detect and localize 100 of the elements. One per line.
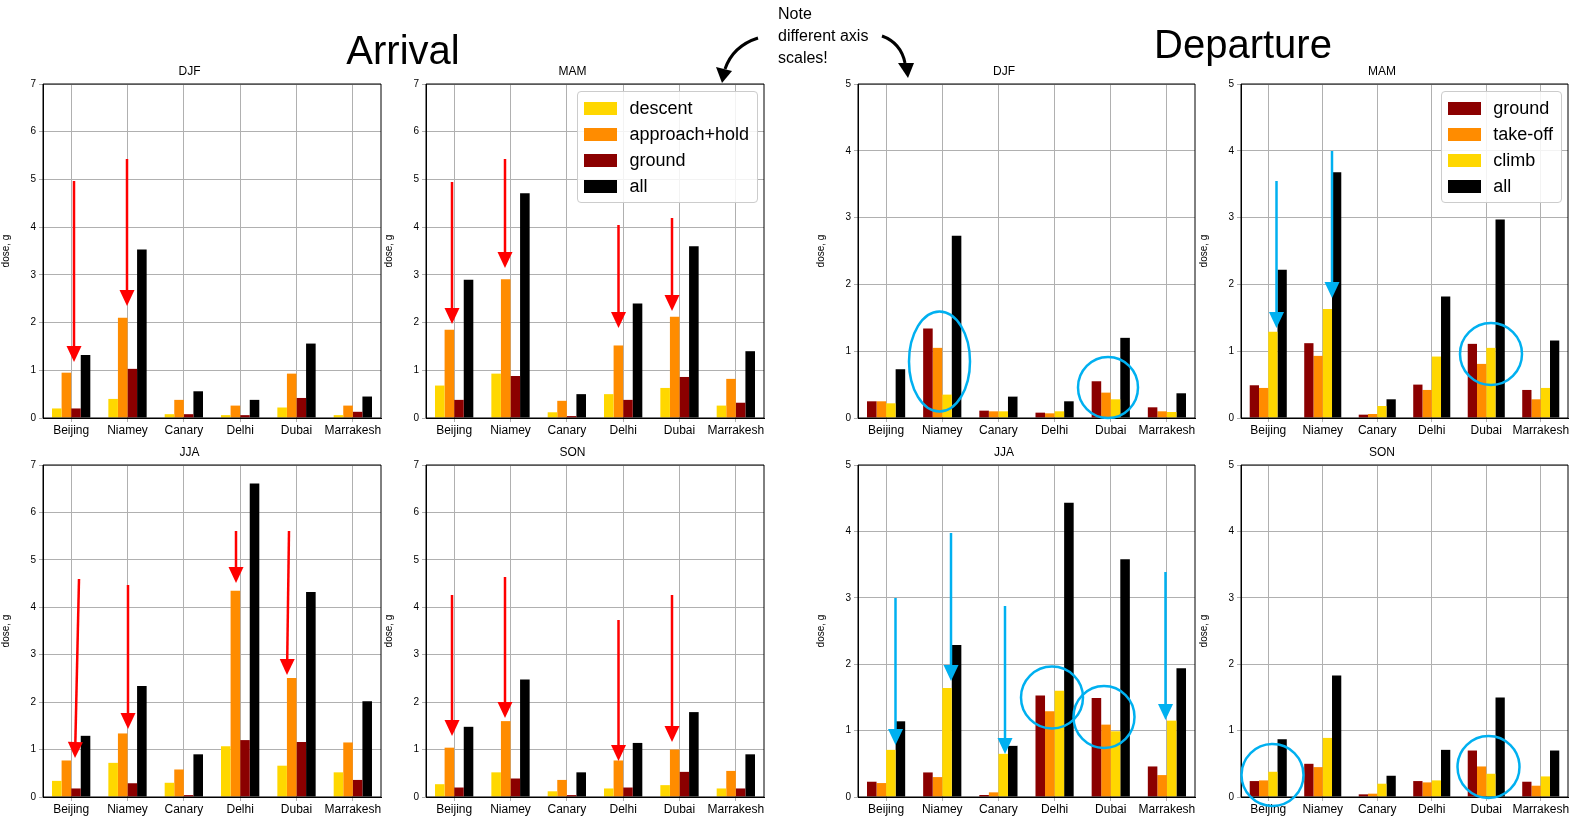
y-tick-label: 4 [1228, 525, 1235, 537]
x-tick-label: Niamey [1302, 422, 1344, 437]
x-tick-label: Canary [547, 422, 587, 437]
y-tick-label: 1 [845, 724, 852, 736]
y-tick-label: 3 [413, 648, 420, 660]
x-tick-label: Delhi [1040, 801, 1069, 816]
x-tick-label: Canary [547, 801, 587, 816]
y-tick-label: 1 [1228, 344, 1235, 356]
x-tick-label: Marrakesh [1512, 801, 1570, 816]
x-tick-label: Dubai [1470, 422, 1502, 437]
x-tick-label: Dubai [1095, 422, 1127, 437]
y-tick-label: 5 [845, 458, 852, 470]
chart-title: JJA [993, 444, 1015, 459]
y-tick-label: 3 [30, 268, 37, 280]
text: Arrival [345, 28, 461, 72]
x-tick-label: Delhi [1418, 422, 1446, 437]
y-tick-label: 6 [30, 125, 37, 137]
y-tick-label: 7 [30, 458, 37, 470]
y-axis-title: dose, g [382, 234, 394, 268]
legend-label: take-off [1493, 123, 1553, 145]
y-tick-label: 5 [30, 553, 37, 565]
y-tick-label: 3 [413, 268, 420, 280]
x-tick-label: Dubai [280, 422, 313, 437]
y-tick-label: 4 [1228, 144, 1235, 156]
x-tick-label: Marrakesh [324, 801, 382, 816]
y-tick-label: 0 [30, 411, 37, 423]
chart-title: MAM [1368, 63, 1396, 78]
y-tick-label: 4 [30, 601, 37, 613]
chart-title: JJA [179, 444, 200, 459]
y-tick-label: 4 [30, 220, 37, 232]
x-tick-label: Delhi [226, 422, 254, 437]
x-tick-label: Beijing [868, 801, 905, 816]
y-tick-label: 5 [413, 173, 420, 185]
legend-label: approach+hold [629, 123, 749, 145]
legend-label: all [629, 175, 648, 197]
y-tick-label: 1 [413, 364, 420, 376]
y-tick-label: 0 [845, 790, 852, 802]
legend-label: descent [629, 97, 693, 119]
y-tick-label: 2 [30, 695, 37, 707]
legend-label: ground [629, 149, 686, 171]
x-tick-label: Delhi [1418, 801, 1446, 816]
y-tick-label: 5 [1228, 77, 1235, 89]
x-tick-label: Beijing [436, 801, 473, 816]
x-tick-label: Niamey [490, 422, 531, 437]
y-tick-label: 4 [413, 220, 420, 232]
y-axis-title: dose, g [1197, 614, 1209, 648]
y-tick-label: 2 [413, 316, 420, 328]
y-tick-label: 5 [1228, 458, 1235, 470]
y-axis-title: dose, g [0, 614, 11, 648]
y-tick-label: 0 [413, 411, 420, 423]
y-tick-label: 2 [413, 695, 420, 707]
y-tick-label: 1 [1228, 724, 1235, 736]
y-tick-label: 6 [413, 125, 420, 137]
y-axis-title: dose, g [382, 614, 394, 648]
x-tick-label: Beijing [1250, 422, 1287, 437]
y-tick-label: 1 [30, 364, 37, 376]
chart-title: SON [1368, 444, 1396, 459]
x-tick-label: Dubai [663, 801, 696, 816]
y-tick-label: 2 [845, 278, 852, 290]
y-tick-label: 3 [845, 591, 852, 603]
x-tick-label: Niamey [1302, 801, 1344, 816]
y-tick-label: 1 [845, 344, 852, 356]
y-tick-label: 6 [413, 506, 420, 518]
y-tick-label: 2 [1228, 278, 1235, 290]
y-axis-title: dose, g [814, 614, 826, 648]
x-tick-label: Dubai [1470, 801, 1502, 816]
y-tick-label: 5 [413, 553, 420, 565]
y-tick-label: 1 [30, 743, 37, 755]
x-tick-label: Niamey [490, 801, 531, 816]
x-tick-label: Delhi [609, 801, 637, 816]
y-tick-label: 7 [413, 458, 420, 470]
y-tick-label: 4 [845, 144, 852, 156]
text: Note different axis scales! [778, 4, 870, 68]
y-tick-label: 0 [413, 790, 420, 802]
y-tick-label: 7 [413, 77, 420, 89]
x-tick-label: Beijing [436, 422, 473, 437]
x-tick-label: Marrakesh [707, 801, 765, 816]
x-tick-label: Marrakesh [1512, 422, 1570, 437]
legend-label: all [1493, 175, 1512, 197]
y-tick-label: 1 [413, 743, 420, 755]
y-tick-label: 0 [1228, 411, 1235, 423]
x-tick-label: Marrakesh [1138, 422, 1196, 437]
x-tick-label: Canary [979, 801, 1018, 816]
x-tick-label: Dubai [280, 801, 313, 816]
y-tick-label: 3 [1228, 591, 1235, 603]
chart-title: MAM [558, 63, 587, 78]
y-axis-title: dose, g [0, 234, 11, 268]
x-tick-label: Canary [1357, 801, 1397, 816]
y-axis-title: dose, g [814, 234, 826, 268]
y-tick-label: 2 [845, 657, 852, 669]
y-tick-label: 3 [845, 211, 852, 223]
y-tick-label: 2 [1228, 657, 1235, 669]
x-tick-label: Dubai [1095, 801, 1127, 816]
x-tick-label: Marrakesh [324, 422, 382, 437]
y-tick-label: 0 [1228, 790, 1235, 802]
x-tick-label: Canary [1357, 422, 1397, 437]
x-tick-label: Niamey [107, 801, 148, 816]
y-tick-label: 5 [30, 173, 37, 185]
x-tick-label: Beijing [868, 422, 905, 437]
x-tick-label: Beijing [53, 801, 90, 816]
